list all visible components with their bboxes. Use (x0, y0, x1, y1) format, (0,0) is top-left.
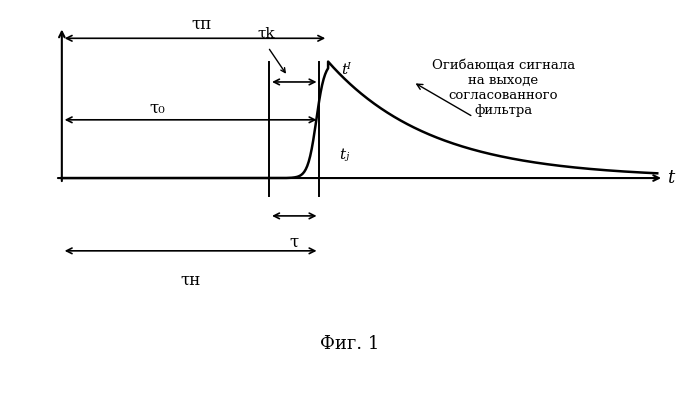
Text: τ: τ (289, 233, 299, 250)
Text: tⱼ: tⱼ (340, 148, 350, 162)
Text: τk: τk (257, 27, 275, 41)
Text: Фиг. 1: Фиг. 1 (320, 335, 379, 353)
Text: tᴵ: tᴵ (342, 63, 352, 77)
Text: τп: τп (192, 15, 212, 33)
Text: t: t (668, 169, 675, 187)
Text: τ₀: τ₀ (150, 100, 165, 117)
Text: Огибающая сигнала
на выходе
согласованного
фильтра: Огибающая сигнала на выходе согласованно… (432, 59, 575, 117)
Text: τн: τн (180, 271, 201, 288)
